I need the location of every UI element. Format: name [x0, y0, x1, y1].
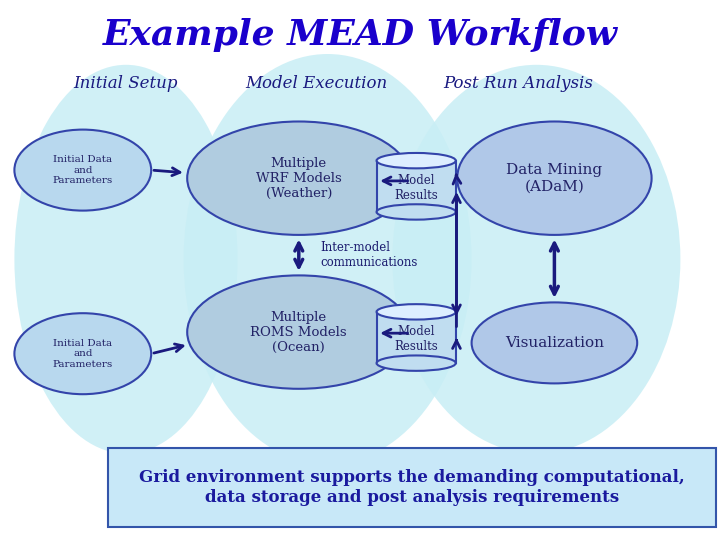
Ellipse shape [14, 313, 151, 394]
Text: Initial Data
and
Parameters: Initial Data and Parameters [53, 339, 113, 369]
Text: Inter-model
communications: Inter-model communications [320, 241, 418, 269]
Text: Grid environment supports the demanding computational,
data storage and post ana: Grid environment supports the demanding … [140, 469, 685, 505]
Text: Visualization: Visualization [505, 336, 604, 350]
Ellipse shape [392, 65, 680, 454]
Ellipse shape [187, 275, 410, 389]
Ellipse shape [14, 130, 151, 211]
Ellipse shape [377, 153, 456, 168]
Text: Data Mining
(ADaM): Data Mining (ADaM) [506, 163, 603, 193]
FancyBboxPatch shape [377, 312, 456, 363]
Text: Example MEAD Workflow: Example MEAD Workflow [102, 18, 618, 52]
Ellipse shape [457, 122, 652, 235]
Text: Post Run Analysis: Post Run Analysis [444, 75, 593, 92]
FancyBboxPatch shape [377, 160, 456, 212]
Text: Multiple
WRF Models
(Weather): Multiple WRF Models (Weather) [256, 157, 342, 200]
Text: Initial Data
and
Parameters: Initial Data and Parameters [53, 155, 113, 185]
Ellipse shape [377, 204, 456, 220]
Text: Model
Results: Model Results [395, 174, 438, 202]
FancyBboxPatch shape [108, 448, 716, 526]
Text: Multiple
ROMS Models
(Ocean): Multiple ROMS Models (Ocean) [251, 310, 347, 354]
Ellipse shape [377, 304, 456, 320]
Ellipse shape [184, 54, 472, 464]
Text: Model
Results: Model Results [395, 325, 438, 353]
Ellipse shape [472, 302, 637, 383]
Ellipse shape [187, 122, 410, 235]
Text: Model Execution: Model Execution [246, 75, 388, 92]
Ellipse shape [377, 355, 456, 371]
Ellipse shape [14, 65, 238, 454]
Text: Initial Setup: Initial Setup [73, 75, 179, 92]
